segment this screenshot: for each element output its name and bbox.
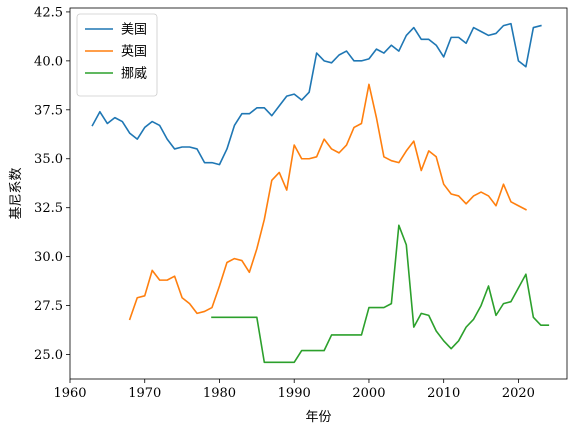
y-tick-label: 32.5 — [34, 201, 63, 216]
y-tick-label: 27.5 — [34, 299, 63, 314]
series-layer — [91, 22, 550, 364]
x-tick-label: 1990 — [278, 386, 311, 401]
x-tick-label: 2010 — [427, 386, 460, 401]
y-axis-title: 基尼系数 — [9, 167, 24, 219]
legend-label: 挪威 — [121, 67, 147, 82]
x-tick-label: 1980 — [203, 386, 236, 401]
x-tick-label: 1960 — [53, 386, 86, 401]
x-tick-label: 2000 — [352, 386, 385, 401]
legend-label: 英国 — [121, 45, 147, 60]
y-tick-label: 25.0 — [34, 348, 63, 363]
x-tick-label: 1970 — [128, 386, 161, 401]
legend-label: 美国 — [121, 23, 147, 38]
series-line-挪威 — [211, 224, 550, 364]
y-tick-label: 40.0 — [34, 54, 63, 69]
x-tick-label: 2020 — [502, 386, 535, 401]
series-line-英国 — [128, 83, 527, 321]
y-tick-label: 37.5 — [34, 103, 63, 118]
y-axis: 25.0 27.5 30.0 32.5 35.0 37.5 40.0 42.5 — [34, 5, 70, 363]
plot-frame — [69, 7, 568, 380]
y-tick-label: 30.0 — [34, 250, 63, 265]
y-tick-label: 42.5 — [34, 5, 63, 20]
legend-box — [76, 13, 158, 97]
y-tick-label: 35.0 — [34, 152, 63, 167]
x-axis: 1960 1970 1980 1990 2000 2010 2020 — [53, 379, 535, 401]
x-axis-title: 年份 — [305, 410, 331, 425]
series-line-美国 — [91, 22, 542, 166]
